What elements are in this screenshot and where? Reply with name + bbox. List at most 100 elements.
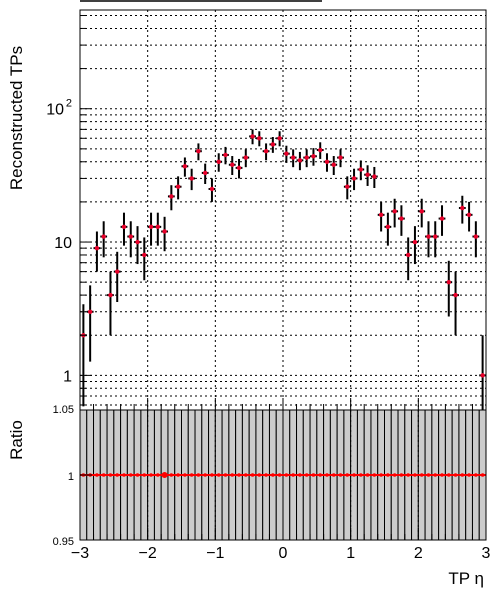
main-data-point (128, 234, 133, 239)
main-y-tick-exponent: 2 (66, 98, 72, 110)
ratio-data-point (331, 473, 336, 477)
ratio-data-point (338, 473, 343, 477)
ratio-data-point (352, 473, 356, 477)
ratio-data-point (108, 473, 113, 477)
ratio-data-point (426, 473, 431, 477)
main-data-point (405, 252, 411, 258)
ratio-data-point (467, 473, 471, 477)
main-data-point (142, 252, 147, 258)
ratio-data-points (79, 472, 487, 478)
main-y-tick-label: 10 (54, 235, 72, 252)
x-tick-label: −1 (206, 545, 224, 562)
ratio-data-point (365, 473, 370, 477)
ratio-data-point (189, 473, 194, 477)
ratio-data-point (474, 473, 478, 477)
main-data-point (433, 234, 438, 239)
x-tick-label: −2 (139, 545, 157, 562)
main-data-point (189, 176, 194, 181)
x-axis-label: TP η (448, 569, 484, 588)
main-data-point (216, 159, 221, 164)
ratio-data-point (446, 473, 451, 477)
main-data-point (460, 205, 465, 211)
main-data-point (304, 155, 309, 160)
ratio-data-point (115, 473, 120, 477)
ratio-data-point (176, 473, 180, 477)
main-data-points (79, 129, 487, 410)
ratio-data-point (413, 473, 417, 477)
main-data-point (223, 152, 228, 158)
main-data-point (297, 158, 303, 163)
main-data-point (182, 164, 188, 169)
ratio-y-tick-label: 1 (68, 471, 74, 483)
main-data-point (311, 154, 316, 159)
main-data-point (351, 176, 357, 181)
ratio-data-point (203, 473, 207, 477)
ratio-data-point (210, 473, 214, 477)
main-data-point (277, 136, 282, 141)
ratio-data-point (271, 473, 275, 477)
main-data-point (318, 147, 323, 153)
ratio-data-point (183, 473, 187, 477)
ratio-data-point (460, 473, 465, 477)
ratio-y-axis-label: Ratio (7, 420, 26, 460)
ratio-data-point (399, 473, 404, 477)
ratio-panel: 0.95 1 1.05 −3 −2 −1 0 1 2 3 Ratio TP η (7, 398, 491, 588)
main-data-point (148, 224, 154, 230)
main-data-point (439, 216, 445, 221)
ratio-data-point (223, 473, 228, 477)
main-data-point (365, 172, 370, 177)
main-data-point (115, 269, 120, 274)
ratio-data-point (291, 473, 295, 477)
main-data-point (324, 159, 330, 164)
main-data-point (94, 245, 100, 251)
main-data-point (230, 162, 235, 167)
main-data-point (121, 224, 127, 230)
main-data-point (385, 224, 391, 230)
ratio-data-point (325, 473, 329, 477)
main-data-point (419, 209, 424, 214)
main-data-point (263, 149, 269, 154)
main-gridlines (80, 10, 486, 410)
main-data-point (372, 174, 377, 179)
main-data-point (135, 239, 140, 245)
ratio-data-point (440, 473, 444, 477)
x-tick-label: 2 (414, 545, 423, 562)
main-data-point (284, 151, 289, 156)
ratio-data-point (135, 473, 140, 477)
ratio-data-point (156, 473, 160, 477)
ratio-data-point (345, 473, 350, 477)
main-data-point (453, 292, 458, 298)
main-data-point (392, 209, 397, 214)
main-y-axis-label: Reconstructed TPs (7, 46, 26, 190)
ratio-data-point (480, 473, 485, 477)
ratio-data-point (243, 473, 248, 477)
ratio-highlight-point (161, 472, 168, 478)
ratio-data-point (122, 473, 126, 477)
x-ticks: −3 −2 −1 0 1 2 3 (71, 398, 491, 562)
main-data-point (338, 155, 343, 160)
ratio-data-point (392, 473, 397, 477)
x-tick-label: 3 (482, 545, 491, 562)
main-data-point (473, 234, 479, 239)
ratio-data-point (379, 473, 383, 477)
ratio-data-point (237, 473, 241, 477)
main-data-point (108, 292, 113, 298)
main-data-point (257, 136, 262, 141)
main-data-point (270, 142, 276, 147)
ratio-data-point (433, 473, 438, 477)
main-data-point (412, 239, 418, 245)
main-data-point (466, 212, 472, 218)
ratio-data-point (149, 473, 153, 477)
ratio-data-point (318, 473, 323, 477)
main-data-point (202, 170, 208, 176)
ratio-y-ticks: 0.95 1 1.05 (53, 404, 92, 548)
main-data-point (243, 155, 248, 160)
ratio-data-point (264, 473, 268, 477)
main-y-tick-label: 1 (63, 368, 72, 385)
ratio-data-point (142, 473, 147, 477)
ratio-data-point (169, 473, 174, 477)
x-tick-label: 0 (279, 545, 288, 562)
